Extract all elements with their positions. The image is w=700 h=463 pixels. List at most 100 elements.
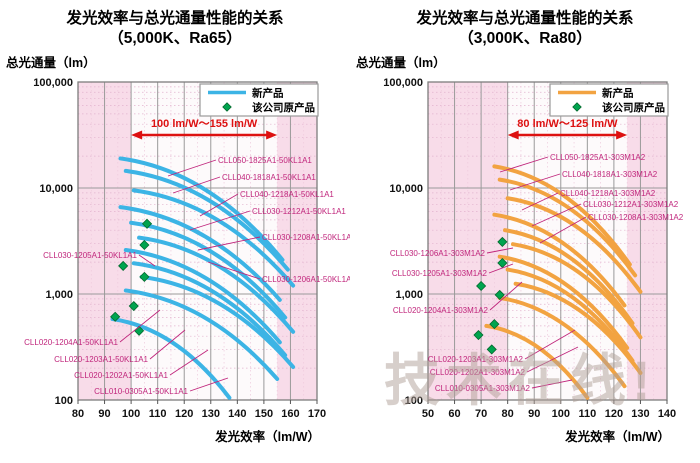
plot-border xyxy=(427,81,668,401)
scatter-diamond xyxy=(139,271,150,282)
label-leader xyxy=(138,254,156,267)
scatter-diamond xyxy=(486,344,497,355)
legend-label-original-product: 该公司原产品 xyxy=(252,101,315,114)
label-leader xyxy=(197,236,261,251)
x-tick-label: 120 xyxy=(605,408,623,420)
series-curve-CLL030-1205A1-303M1A2 xyxy=(497,254,630,350)
chart-title-right-line1: 发光效率与总光通量性能的关系 xyxy=(416,10,634,27)
series-label: CLL010-0305A1-303M1A2 xyxy=(435,384,531,393)
legend-label-new-product: 新产品 xyxy=(602,87,634,100)
range-annotation-text: 80 lm/W～125 lm/W xyxy=(517,118,618,130)
x-tick-label: 100 xyxy=(552,408,570,420)
series-curve-CLL020-1203A1-303M1A2 xyxy=(513,281,643,375)
range-arrow-head-right xyxy=(616,130,628,140)
chart-title-left-line2: （5,000K、Ra65） xyxy=(108,30,242,47)
y-tick-label: 10,000 xyxy=(389,183,423,195)
y-tick-label: 100,000 xyxy=(383,77,423,89)
label-leader xyxy=(149,329,186,360)
legend-label-original-product: 该公司原产品 xyxy=(602,101,665,114)
label-leader xyxy=(488,263,514,274)
x-tick-label: 80 xyxy=(502,408,514,420)
plot-area-left: CLL050-1825A1-50KL1A1 CLL040-1818A1-50KL1… xyxy=(24,77,350,420)
x-tick-label: 140 xyxy=(228,408,246,420)
x-tick-label: 110 xyxy=(578,408,596,420)
series-label: CLL050-1825A1-50KL1A1 xyxy=(218,156,312,165)
range-annotation-text: 100 lm/W～155 lm/W xyxy=(151,118,258,130)
label-leader xyxy=(489,281,523,311)
series-curve-CLL050-1825A1-50KL1A1 xyxy=(118,156,285,262)
plot-border xyxy=(77,81,318,401)
legend-diamond-sample xyxy=(222,102,232,112)
series-label: CLL020-1203A1-303M1A2 xyxy=(428,355,524,364)
x-tick-label: 140 xyxy=(658,408,676,420)
legend-label-new-product: 新产品 xyxy=(252,87,284,100)
y-tick-label: 1,000 xyxy=(395,289,423,301)
series-label: CLL030-1206A1-303M1A2 xyxy=(390,249,486,258)
series-label: CLL020-1204A1-50KL1A1 xyxy=(24,338,118,347)
scatter-diamond xyxy=(139,239,150,251)
scatter-diamond xyxy=(489,319,500,330)
plot-area-right: CLL050-1825A1-303M1A2 CLL040-1818A1-303M1… xyxy=(383,77,683,420)
x-tick-label: 120 xyxy=(175,408,193,420)
series-curve-CLL030-1205A1-50KL1A1 xyxy=(123,248,282,345)
chart-panel-3000k-ra80: 发光效率与总光通量性能的关系 （3,000K、Ra80） 总光通量（lm） CL… xyxy=(350,0,700,463)
x-tick-label: 80 xyxy=(72,408,84,420)
range-arrow-head-left xyxy=(131,130,143,140)
label-leader xyxy=(167,159,217,177)
x-tick-label: 110 xyxy=(149,408,167,420)
x-tick-label: 90 xyxy=(98,408,110,420)
series-curve-CLL040-1218A1-303M1A2 xyxy=(505,196,643,294)
y-tick-label: 100 xyxy=(405,395,423,407)
scatter-diamond xyxy=(473,329,484,341)
label-leader xyxy=(119,309,161,343)
y-tick-label: 100,000 xyxy=(33,77,73,89)
scatter-diamond xyxy=(497,236,508,247)
legend-box xyxy=(199,83,319,117)
series-label: CLL050-1825A1-303M1A2 xyxy=(550,153,646,162)
x-tick-label: 90 xyxy=(528,408,540,420)
chart-title-right-line2: （3,000K、Ra80） xyxy=(458,30,592,47)
label-leader xyxy=(531,379,573,389)
scatter-diamond xyxy=(141,218,153,229)
series-curve-CLL030-1212A1-303M1A2 xyxy=(492,212,627,308)
label-leader xyxy=(189,210,251,231)
series-curve-CLL010-0305A1-50KL1A1 xyxy=(110,317,232,400)
series-curve-CLL020-1204A1-50KL1A1 xyxy=(131,261,288,358)
series-label: CLL030-1205A1-303M1A2 xyxy=(392,269,488,278)
label-leader xyxy=(509,173,561,191)
scatter-diamond xyxy=(128,300,139,312)
x-tick-label: 100 xyxy=(122,408,140,420)
x-tick-label: 150 xyxy=(255,408,273,420)
series-curve-CLL050-1825A1-303M1A2 xyxy=(492,164,632,267)
series-curve-CLL030-1206A1-303M1A2 xyxy=(510,242,643,340)
range-arrow-head-right xyxy=(266,130,278,140)
label-leader xyxy=(499,156,549,173)
scatter-diamond xyxy=(118,260,129,271)
series-curve-CLL030-1208A1-50KL1A1 xyxy=(129,220,288,320)
y-tick-label: 100 xyxy=(55,395,73,407)
series-label: CLL040-1218A1-303M1A2 xyxy=(560,189,656,198)
chart-panel-5000k-ra65: 发光效率与总光通量性能的关系 （5,000K、Ra65） 总光通量（lm） CL… xyxy=(6,10,350,444)
series-curve-CLL040-1818A1-50KL1A1 xyxy=(123,168,290,272)
label-leader xyxy=(524,329,576,360)
series-curve-CLL020-1202A1-50KL1A1 xyxy=(123,288,280,381)
series-curve-CLL040-1218A1-50KL1A1 xyxy=(131,188,296,288)
x-tick-label: 170 xyxy=(308,408,326,420)
series-curve-CLL030-1212A1-50KL1A1 xyxy=(118,205,282,302)
label-leader xyxy=(486,247,514,254)
series-label: CLL020-1204A1-303M1A2 xyxy=(393,306,489,315)
label-leader xyxy=(539,216,587,244)
x-tick-label: 160 xyxy=(281,408,299,420)
x-tick-label: 130 xyxy=(631,408,649,420)
series-label: CLL020-1202A1-50KL1A1 xyxy=(74,371,168,380)
series-curve-CLL030-1206A1-50KL1A1 xyxy=(137,235,296,334)
y-axis-title-right: 总光通量（lm） xyxy=(356,56,446,70)
label-leader xyxy=(531,203,582,227)
x-tick-label: 60 xyxy=(448,408,460,420)
x-tick-label: 130 xyxy=(202,408,220,420)
series-label: CLL040-1218A1-50KL1A1 xyxy=(240,190,334,199)
chart-title-left-line1: 发光效率与总光通量性能的关系 xyxy=(66,10,284,27)
label-leader xyxy=(172,176,221,194)
range-arrow-head-left xyxy=(507,130,519,140)
scatter-diamond xyxy=(476,280,487,292)
